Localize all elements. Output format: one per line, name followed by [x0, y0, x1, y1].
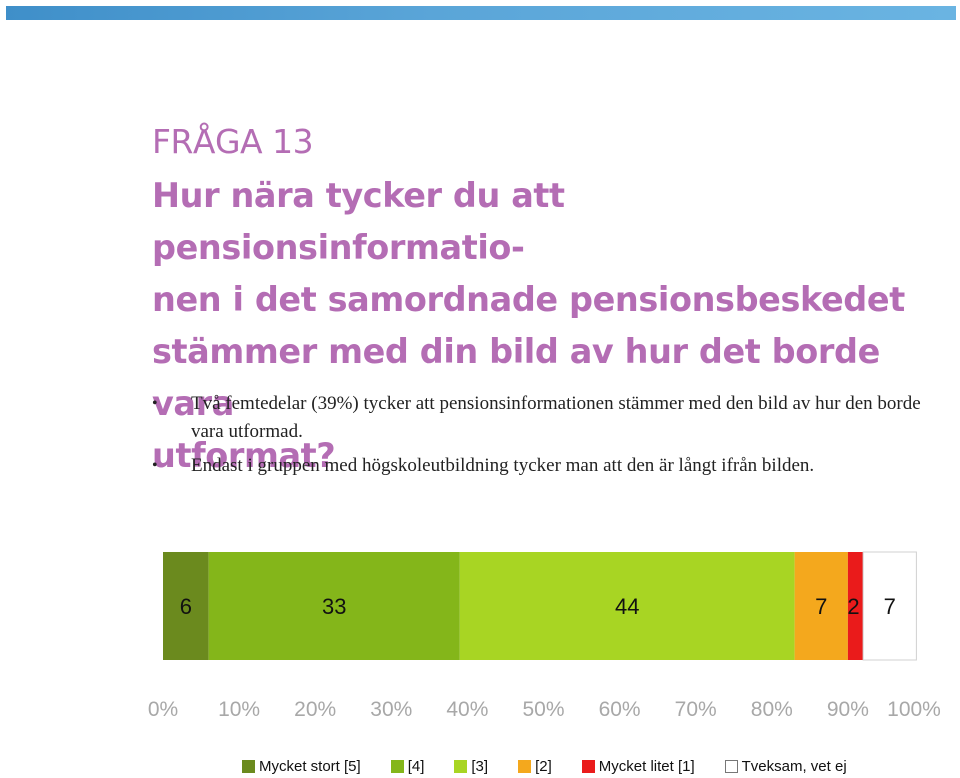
bar-segment [794, 552, 848, 660]
legend-label: Mycket stort [5] [259, 757, 361, 775]
data-label: 2 [847, 594, 859, 619]
x-tick-label: 80% [751, 698, 793, 721]
legend-item: Tveksam, vet ej [724, 757, 847, 775]
bullet-icon: • [152, 457, 158, 474]
question-number: FRÅGA 13 [152, 122, 314, 161]
x-tick-label: 50% [522, 698, 564, 721]
x-tick-label: 70% [675, 698, 717, 721]
heading-block: FRÅGA 13 Hur nära tycker du att pensions… [152, 120, 952, 482]
bar-segment [208, 552, 460, 660]
legend-label: [4] [407, 757, 425, 775]
x-tick-label: 60% [599, 698, 641, 721]
legend-label: [2] [535, 757, 552, 775]
legend-item: [2] [518, 758, 552, 775]
question-line: nen i det samordnade pensionsbeskedet [152, 280, 905, 319]
findings-list: • Två femtedelar (39%) tycker att pensio… [150, 390, 940, 486]
legend-label: Mycket litet [1] [598, 757, 695, 775]
data-label: 6 [180, 594, 192, 619]
legend-swatch [242, 759, 255, 773]
legend-swatch [454, 759, 468, 773]
finding-item: • Två femtedelar (39%) tycker att pensio… [150, 390, 940, 446]
x-tick-label: 0% [148, 698, 178, 721]
x-tick-label: 40% [446, 698, 488, 721]
x-tick-label: 100% [887, 698, 941, 721]
bar-segment [847, 552, 864, 660]
legend-label: Tveksam, vet ej [741, 757, 847, 775]
stacked-bar-chart: 6 33 44 7 2 70% 10% 20% 30% 40% 50% 60% 70% 80% 90% 100… [148, 551, 941, 721]
question-text: Hur nära tycker du att pensionsinformati… [152, 170, 942, 482]
x-tick-label: 10% [218, 698, 260, 721]
bar-segment [862, 551, 917, 661]
question-line: Hur nära tycker du att pensionsinformati… [152, 176, 565, 267]
top-accent-bar [6, 6, 956, 20]
legend-item: [4] [390, 757, 425, 775]
legend-item: [3] [454, 758, 488, 775]
question-line: stämmer med din bild av hur det borde va… [152, 332, 880, 423]
legend-item: Mycket litet [1] [581, 757, 695, 775]
data-label: 33 [322, 594, 346, 619]
finding-text: Två femtedelar (39%) tycker att pensions… [191, 393, 921, 442]
x-tick-label: 90% [827, 698, 869, 721]
data-label: 7 [884, 594, 896, 619]
data-label: 44 [615, 594, 639, 619]
legend-item: Mycket stort [5] [242, 758, 361, 775]
legend-swatch [581, 759, 595, 773]
data-label: 7 [815, 594, 827, 619]
finding-item: • Endast i gruppen med högskoleutbildnin… [150, 452, 940, 480]
finding-text: Endast i gruppen med högskoleutbildning … [191, 455, 815, 476]
legend-swatch [724, 759, 738, 773]
bar-segment [163, 552, 209, 660]
bullet-icon: • [152, 395, 158, 412]
bar-segment [459, 552, 795, 660]
x-tick-label: 30% [370, 698, 412, 721]
question-line: utformat? [152, 436, 336, 475]
legend-swatch [518, 759, 532, 773]
x-tick-label: 20% [294, 698, 336, 721]
legend-swatch [390, 759, 404, 773]
legend-label: [3] [471, 757, 489, 775]
chart-legend: Mycket stort [5] [4] [3] [2] Mycket litet [1… [242, 754, 847, 778]
